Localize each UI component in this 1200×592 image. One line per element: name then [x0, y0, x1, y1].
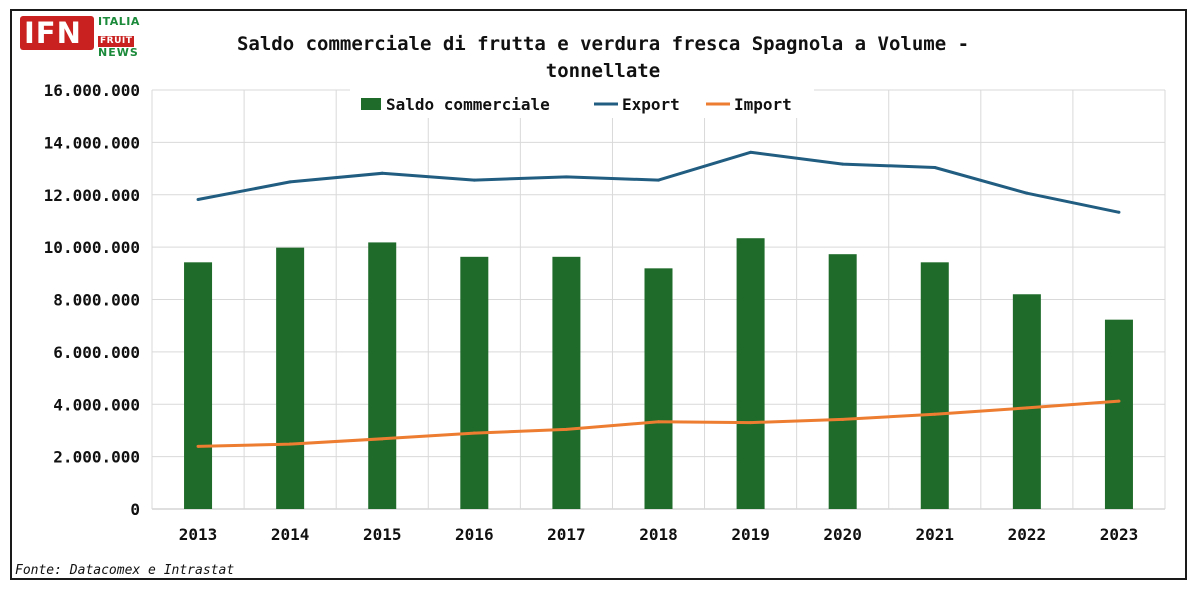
point-import-2019	[749, 421, 753, 425]
bar-saldo-2021	[920, 262, 949, 509]
y-tick-label: 16.000.000	[44, 81, 140, 100]
point-export-2016	[472, 178, 476, 182]
x-tick-labels: 2013 2014 2015 2016 2017 2018 2019 2020 2021 2022…	[179, 525, 1138, 544]
legend: Saldo commerciale Export Import	[350, 88, 814, 118]
bar-saldo-2019	[736, 238, 765, 509]
point-import-2022	[1025, 406, 1029, 410]
legend-swatch-saldo	[361, 98, 381, 110]
legend-label-import: Import	[734, 95, 792, 114]
y-tick-label: 6.000.000	[53, 343, 140, 362]
x-tick-label: 2023	[1100, 525, 1139, 544]
bar-saldo-2014	[276, 247, 305, 509]
y-tick-label: 8.000.000	[53, 291, 140, 310]
legend-bg	[350, 88, 814, 118]
point-export-2015	[380, 171, 384, 175]
logo-wordmark: ITALIA FRUIT NEWS	[98, 16, 150, 59]
point-import-2016	[472, 431, 476, 435]
x-tick-label: 2019	[731, 525, 770, 544]
point-import-2020	[841, 417, 845, 421]
bar-saldo-2015	[368, 242, 397, 509]
line-series	[196, 150, 1121, 448]
logo-line2: FRUIT	[98, 36, 135, 47]
x-tick-label: 2013	[179, 525, 218, 544]
logo-badge: IFN	[20, 16, 94, 50]
point-import-2021	[933, 412, 937, 416]
point-export-2019	[749, 150, 753, 154]
point-import-2023	[1117, 399, 1121, 403]
y-tick-label: 10.000.000	[44, 238, 140, 257]
chart-title: Saldo commerciale di frutta e verdura fr…	[237, 33, 969, 55]
bar-saldo-2022	[1012, 294, 1041, 509]
point-export-2022	[1025, 191, 1029, 195]
bar-saldo-2020	[828, 254, 857, 509]
logo-line3: NEWS	[98, 46, 139, 59]
bar-saldo-2017	[552, 256, 581, 509]
point-import-2014	[288, 442, 292, 446]
x-tick-label: 2018	[639, 525, 678, 544]
point-export-2023	[1117, 210, 1121, 214]
bar-saldo-2018	[644, 268, 673, 509]
x-tick-label: 2016	[455, 525, 494, 544]
x-tick-label: 2015	[363, 525, 402, 544]
legend-label-saldo: Saldo commerciale	[386, 95, 550, 114]
bar-saldo-2016	[460, 256, 489, 509]
y-tick-labels: 0 2.000.000 4.000.000 6.000.000 8.000.000 10.…	[44, 81, 140, 519]
x-tick-label: 2022	[1008, 525, 1047, 544]
logo-main-text: IFN	[24, 16, 82, 50]
point-import-2018	[657, 420, 660, 424]
bar-series	[184, 238, 1133, 509]
point-export-2018	[657, 178, 660, 182]
x-tick-label: 2021	[916, 525, 955, 544]
chart-title-line2: tonnellate	[546, 60, 660, 82]
logo-line1: ITALIA	[98, 15, 140, 28]
point-import-2013	[196, 444, 200, 448]
y-tick-label: 2.000.000	[53, 448, 140, 467]
point-export-2017	[564, 175, 568, 179]
point-import-2017	[564, 427, 568, 431]
x-tick-label: 2020	[823, 525, 862, 544]
point-export-2020	[841, 162, 845, 166]
source-note: Fonte: Datacomex e Intrastat	[15, 563, 235, 578]
legend-label-export: Export	[622, 95, 680, 114]
point-export-2013	[196, 197, 200, 201]
y-tick-label: 0	[130, 500, 140, 519]
x-tick-label: 2017	[547, 525, 586, 544]
y-tick-label: 12.000.000	[44, 186, 140, 205]
bar-saldo-2013	[184, 262, 213, 509]
y-tick-label: 14.000.000	[44, 133, 140, 152]
ifn-logo: IFN ITALIA FRUIT NEWS	[20, 16, 150, 59]
x-tick-label: 2014	[271, 525, 310, 544]
point-export-2014	[288, 180, 292, 184]
point-import-2015	[380, 437, 384, 441]
bar-saldo-2023	[1104, 319, 1133, 509]
y-tick-label: 4.000.000	[53, 395, 140, 414]
point-export-2021	[933, 166, 937, 170]
